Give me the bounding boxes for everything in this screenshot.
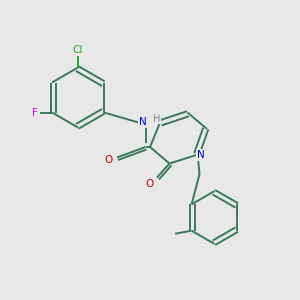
Text: O: O <box>145 178 153 189</box>
Text: N: N <box>139 117 147 127</box>
Text: F: F <box>32 107 38 118</box>
Text: O: O <box>104 155 113 165</box>
Text: Cl: Cl <box>73 45 83 56</box>
Text: N: N <box>197 150 205 160</box>
Text: H: H <box>153 113 161 124</box>
